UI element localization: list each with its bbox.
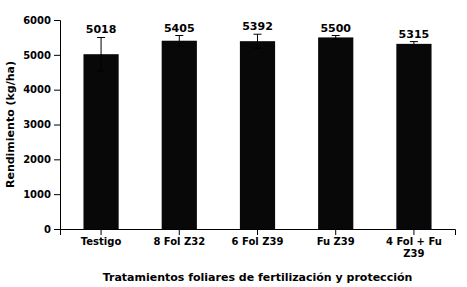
- tick-label: 6000: [23, 15, 51, 26]
- tick-mark: [54, 194, 60, 195]
- bar: [162, 41, 197, 229]
- tick-mark: [54, 159, 60, 160]
- tick-label: 4000: [23, 84, 51, 95]
- chart: 5018 5405 5392 5500 5315 0 1000 2000 3000 4000 500…: [0, 0, 467, 287]
- tick-label-line: 6 Fol Z39: [232, 236, 284, 247]
- data-label: 5500: [320, 22, 351, 35]
- plot: 5018 5405 5392 5500 5315 0 1000 2000 3000 4000 500…: [23, 15, 455, 259]
- error-bar: [97, 37, 105, 70]
- tick-label-line: 4 Fol + Fu: [386, 236, 442, 247]
- tick-mark: [54, 20, 60, 21]
- tick-label: 5000: [23, 50, 51, 61]
- data-label: 5018: [86, 23, 117, 36]
- y-axis: 0 1000 2000 3000 4000 5000 6000: [23, 15, 60, 235]
- tick-label: 3000: [23, 119, 51, 130]
- tick-label: 0: [44, 224, 51, 235]
- data-label: 5315: [399, 28, 430, 41]
- tick-label-line: 8 Fol Z32: [153, 236, 205, 247]
- tick-mark: [413, 229, 414, 235]
- tick: 1000: [23, 189, 60, 200]
- chart-container: 5018 5405 5392 5500 5315 0 1000 2000 3000 4000 500…: [0, 0, 467, 287]
- axis-line: [54, 21, 61, 230]
- tick: Testigo: [81, 229, 122, 247]
- tick: 6000: [23, 15, 60, 26]
- error-bar: [175, 36, 183, 46]
- tick: 3000: [23, 119, 60, 130]
- data-labels: 5018 5405 5392 5500 5315: [86, 20, 429, 40]
- tick-label: 4 Fol + FuZ39: [386, 236, 442, 259]
- tick-mark: [101, 229, 102, 235]
- bar: [318, 37, 353, 229]
- tick-label-line: Z39: [403, 248, 424, 259]
- y-axis-title: Rendimiento (kg/ha): [4, 61, 17, 188]
- tick-mark: [54, 125, 60, 126]
- tick-mark: [54, 90, 60, 91]
- tick-label-line: Testigo: [81, 236, 122, 247]
- bar: [396, 44, 431, 229]
- error-bar: [254, 34, 262, 48]
- tick: 4000: [23, 84, 60, 95]
- tick-mark: [54, 229, 60, 230]
- tick: 4 Fol + FuZ39: [386, 229, 442, 259]
- tick: Fu Z39: [317, 229, 355, 247]
- axis-line: [61, 230, 456, 236]
- error-bar: [410, 42, 418, 47]
- tick: 8 Fol Z32: [153, 229, 205, 247]
- x-axis-title: Tratamientos foliares de fertilización y…: [103, 271, 413, 284]
- bar: [83, 54, 118, 229]
- tick-label: 2000: [23, 154, 51, 165]
- x-axis: Testigo 8 Fol Z32 6 Fol Z39 Fu Z39 4 Fol + F…: [61, 229, 456, 259]
- tick: 0: [44, 224, 60, 235]
- tick-mark: [179, 229, 180, 235]
- tick-label: Testigo: [81, 236, 122, 247]
- tick-mark: [54, 55, 60, 56]
- error-bar: [332, 36, 340, 40]
- tick: 2000: [23, 154, 60, 165]
- tick: 6 Fol Z39: [232, 229, 284, 247]
- tick: 5000: [23, 50, 60, 61]
- tick-mark: [335, 229, 336, 235]
- tick-label: 1000: [23, 189, 51, 200]
- tick-label: Fu Z39: [317, 236, 355, 247]
- data-label: 5392: [242, 20, 273, 33]
- tick-label: 8 Fol Z32: [153, 236, 205, 247]
- tick-label-line: Fu Z39: [317, 236, 355, 247]
- bar: [240, 41, 275, 229]
- tick-mark: [257, 229, 258, 235]
- tick-label: 6 Fol Z39: [232, 236, 284, 247]
- marks: [83, 34, 431, 229]
- data-label: 5405: [164, 22, 195, 35]
